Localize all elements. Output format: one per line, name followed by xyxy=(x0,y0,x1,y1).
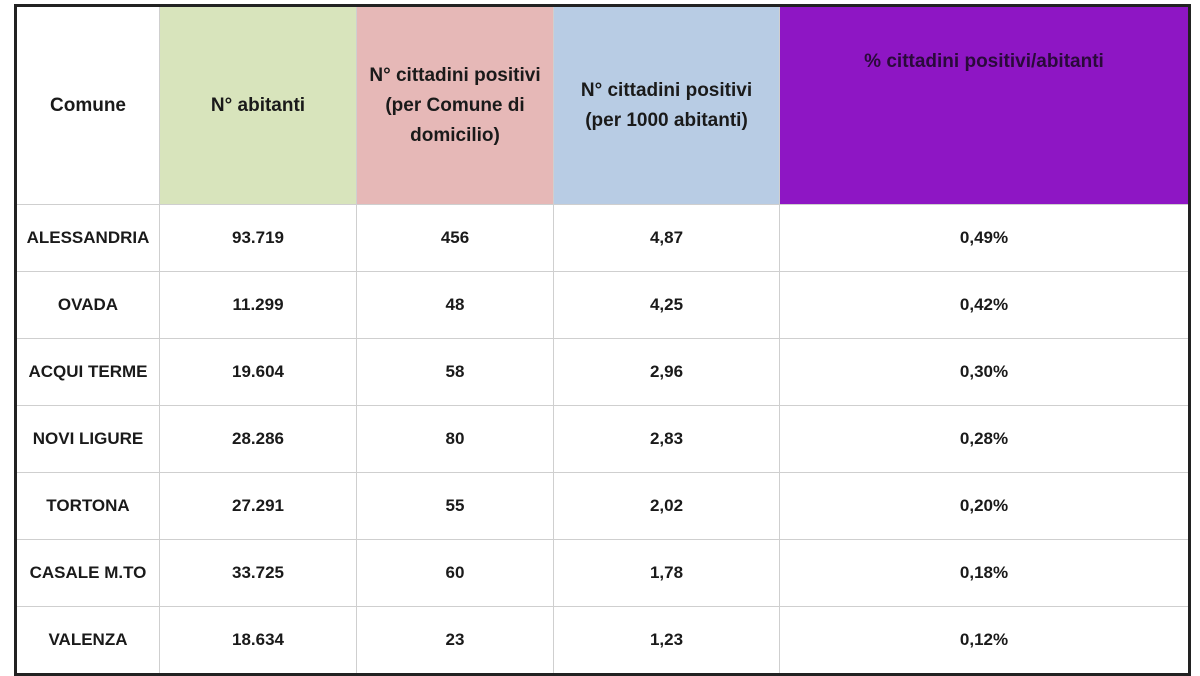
value-cell: 11.299 xyxy=(159,271,357,339)
comune-cell: NOVI LIGURE xyxy=(15,405,160,473)
value-cell: 19.604 xyxy=(159,338,357,406)
data-table: Comune N° abitanti N° cittadini positivi (… xyxy=(14,4,1191,676)
header-cell: N° cittadini positivi (per Comune di dom… xyxy=(356,5,554,205)
header-cell: Comune xyxy=(15,5,160,205)
table-row: OVADA 11.299 48 4,25 0,42% xyxy=(15,271,1190,339)
header-row: Comune N° abitanti N° cittadini positivi (… xyxy=(15,5,1190,205)
value-cell: 0,42% xyxy=(779,271,1190,339)
value-cell: 0,18% xyxy=(779,539,1190,607)
value-cell: 456 xyxy=(356,204,554,272)
value-cell: 28.286 xyxy=(159,405,357,473)
comune-cell: ACQUI TERME xyxy=(15,338,160,406)
value-cell: 1,23 xyxy=(553,606,780,675)
value-cell: 23 xyxy=(356,606,554,675)
value-cell: 2,96 xyxy=(553,338,780,406)
value-cell: 33.725 xyxy=(159,539,357,607)
table-row: ALESSANDRIA 93.719 456 4,87 0,49% xyxy=(15,204,1190,272)
header-cell: N° cittadini positivi (per 1000 abitanti… xyxy=(553,5,780,205)
table-row: NOVI LIGURE 28.286 80 2,83 0,28% xyxy=(15,405,1190,473)
table-container: Comune N° abitanti N° cittadini positivi (… xyxy=(14,4,1191,676)
value-cell: 27.291 xyxy=(159,472,357,540)
comune-cell: CASALE M.TO xyxy=(15,539,160,607)
value-cell: 80 xyxy=(356,405,554,473)
value-cell: 55 xyxy=(356,472,554,540)
comune-cell: VALENZA xyxy=(15,606,160,675)
comune-cell: OVADA xyxy=(15,271,160,339)
value-cell: 48 xyxy=(356,271,554,339)
value-cell: 0,28% xyxy=(779,405,1190,473)
value-cell: 1,78 xyxy=(553,539,780,607)
value-cell: 93.719 xyxy=(159,204,357,272)
comune-cell: ALESSANDRIA xyxy=(15,204,160,272)
page: Comune N° abitanti N° cittadini positivi (… xyxy=(14,4,1191,676)
table-row: CASALE M.TO 33.725 60 1,78 0,18% xyxy=(15,539,1190,607)
table-row: VALENZA 18.634 23 1,23 0,12% xyxy=(15,606,1190,675)
header-cell: % cittadini positivi/abitanti xyxy=(779,5,1190,205)
value-cell: 4,87 xyxy=(553,204,780,272)
table-row: ACQUI TERME 19.604 58 2,96 0,30% xyxy=(15,338,1190,406)
header-cell: N° abitanti xyxy=(159,5,357,205)
value-cell: 60 xyxy=(356,539,554,607)
table-row: TORTONA 27.291 55 2,02 0,20% xyxy=(15,472,1190,540)
value-cell: 2,02 xyxy=(553,472,780,540)
value-cell: 4,25 xyxy=(553,271,780,339)
value-cell: 58 xyxy=(356,338,554,406)
value-cell: 0,30% xyxy=(779,338,1190,406)
comune-cell: TORTONA xyxy=(15,472,160,540)
value-cell: 0,49% xyxy=(779,204,1190,272)
value-cell: 0,12% xyxy=(779,606,1190,675)
value-cell: 0,20% xyxy=(779,472,1190,540)
value-cell: 2,83 xyxy=(553,405,780,473)
value-cell: 18.634 xyxy=(159,606,357,675)
table-body: ALESSANDRIA 93.719 456 4,87 0,49% OVADA 11.299… xyxy=(15,204,1190,675)
